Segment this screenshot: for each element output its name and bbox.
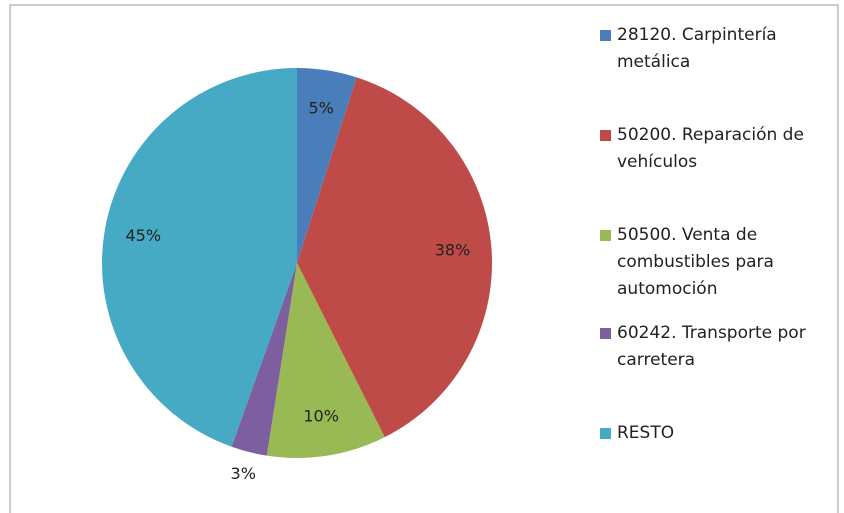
legend-swatch bbox=[600, 230, 611, 241]
legend-swatch bbox=[600, 328, 611, 339]
legend-swatch bbox=[600, 30, 611, 41]
legend-item: RESTO bbox=[600, 420, 844, 447]
pie-slice bbox=[101, 68, 298, 447]
data-label: 3% bbox=[231, 464, 256, 483]
legend-label: 28120. Carpintería metálica bbox=[617, 25, 777, 72]
legend-item: 50200. Reparación de vehículos bbox=[600, 122, 844, 176]
frame bbox=[9, 4, 839, 513]
pie-slice bbox=[231, 263, 297, 456]
legend-item: 60242. Transporte por carretera bbox=[600, 320, 844, 374]
legend-label: 50500. Venta de combustibles para automo… bbox=[617, 225, 774, 299]
data-label: 5% bbox=[308, 98, 333, 117]
legend-label: RESTO bbox=[617, 423, 675, 443]
data-label: 10% bbox=[303, 407, 339, 426]
data-label: 45% bbox=[125, 226, 161, 245]
legend-item: 28120. Carpintería metálica bbox=[600, 22, 844, 76]
data-label: 38% bbox=[435, 240, 471, 259]
pie-slice bbox=[266, 263, 385, 458]
legend-swatch bbox=[600, 428, 611, 439]
legend-label: 60242. Transporte por carretera bbox=[617, 323, 806, 370]
pie-slice bbox=[297, 68, 357, 263]
legend-item: 50500. Venta de combustibles para automo… bbox=[600, 222, 844, 303]
legend-label: 50200. Reparación de vehículos bbox=[617, 125, 804, 172]
legend-swatch bbox=[600, 130, 611, 141]
pie-slice bbox=[297, 77, 493, 438]
